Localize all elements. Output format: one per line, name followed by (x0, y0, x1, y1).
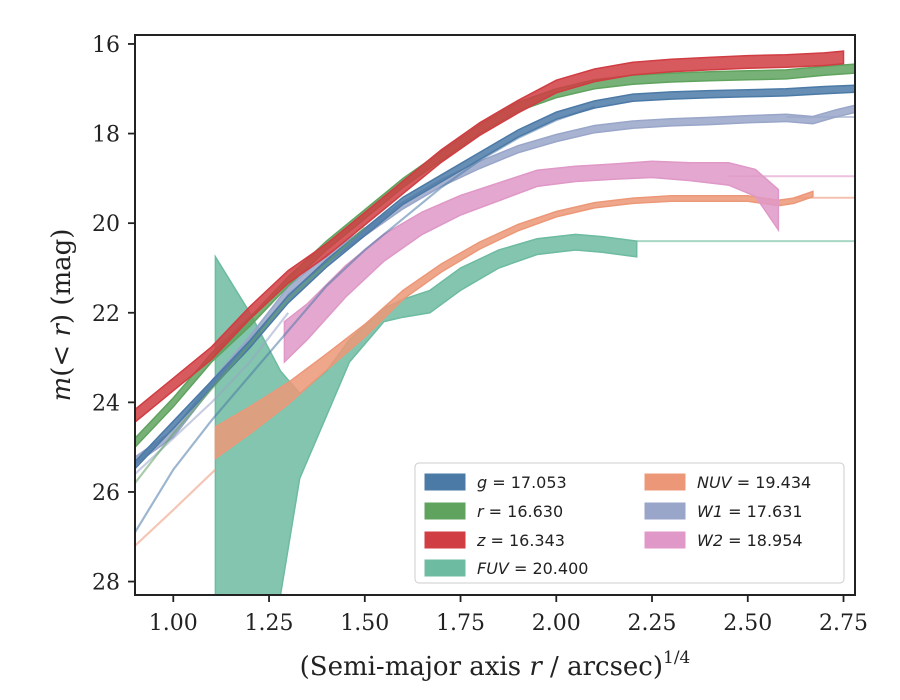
series-nuv-band (214, 190, 814, 460)
legend-box (414, 462, 845, 584)
x-tick-label: 2.50 (723, 611, 772, 636)
y-tick-label: 16 (92, 33, 120, 58)
legend-item-r: r = 16.630 (424, 502, 563, 521)
series-nuv-alt-curve (135, 468, 217, 547)
legend-item-w1: W1 = 17.631 (644, 502, 803, 521)
plot-frame (134, 34, 856, 596)
legend-label: W1 = 17.631 (697, 502, 803, 521)
series-nuv (135, 190, 855, 547)
legend-label: r = 16.630 (477, 502, 563, 521)
legend-swatch (424, 559, 466, 577)
legend-label: W2 = 18.954 (697, 531, 803, 550)
legend-label: z = 16.343 (476, 531, 565, 550)
x-tick-label: 2.00 (532, 611, 581, 636)
y-tick-label: 24 (92, 391, 120, 416)
legend-swatch (424, 531, 466, 549)
series-r-alt-curve (135, 226, 366, 484)
legend-item-fuv: FUV = 20.400 (424, 559, 588, 578)
y-tick-label: 18 (92, 123, 120, 148)
legend: g = 17.053 r = 16.630 z = 16.343 FUV = 20.4… (414, 462, 845, 584)
series-w2-band (283, 160, 780, 364)
series-g-band (135, 84, 855, 470)
legend-swatch (644, 502, 686, 520)
series-layer (135, 50, 855, 595)
x-tick-label: 1.25 (245, 611, 294, 636)
x-tick-label: 2.25 (628, 611, 677, 636)
x-tick-label: 1.75 (436, 611, 485, 636)
legend-label: NUV = 19.434 (697, 473, 811, 492)
x-tick-label: 2.75 (819, 611, 868, 636)
legend-swatch (644, 473, 686, 491)
y-axis-label: m(< r) (mag) (47, 229, 77, 402)
legend-label: FUV = 20.400 (477, 559, 588, 578)
x-axis-label: (Semi-major axis r / arcsec)1/4 (300, 648, 691, 682)
legend-label: g = 17.053 (477, 473, 567, 492)
legend-swatch (424, 473, 466, 491)
legend-item-z: z = 16.343 (424, 531, 565, 550)
legend-swatch (424, 502, 466, 520)
ticks-layer: 1.00 1.25 1.50 1.75 2.00 2.25 2.50 2.75 16 18 20 22… (92, 33, 868, 636)
x-tick-label: 1.00 (149, 611, 198, 636)
x-tick-label: 1.50 (340, 611, 389, 636)
legend-item-g: g = 17.053 (424, 473, 567, 492)
series-g-alt-curve (135, 105, 595, 533)
series-w2 (283, 160, 855, 364)
y-tick-label: 20 (92, 212, 120, 237)
y-tick-label: 28 (92, 571, 120, 596)
legend-item-w2: W2 = 18.954 (644, 531, 803, 550)
legend-item-nuv: NUV = 19.434 (644, 473, 811, 492)
y-tick-label: 22 (92, 302, 120, 327)
series-z (135, 50, 845, 424)
series-z-band (135, 50, 845, 424)
legend-swatch (644, 531, 686, 549)
series-g (135, 84, 855, 533)
y-tick-label: 26 (92, 481, 120, 506)
